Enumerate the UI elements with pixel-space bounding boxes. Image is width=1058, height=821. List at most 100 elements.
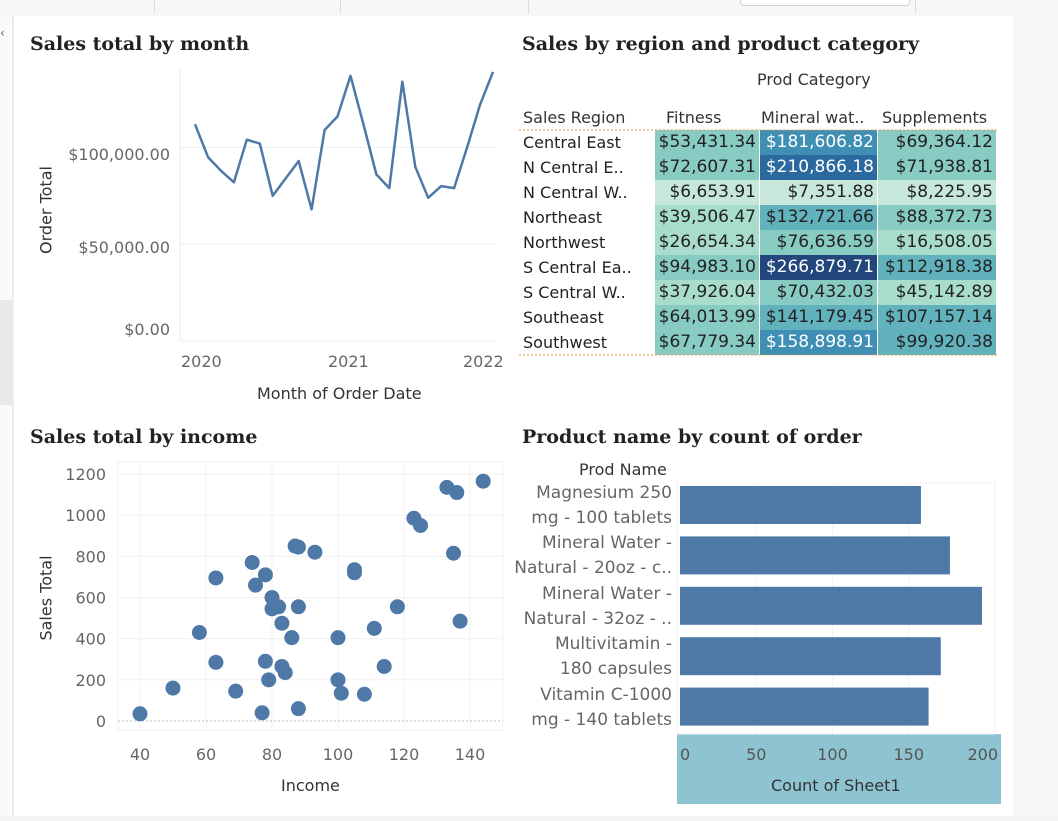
scatter-point [257,653,273,669]
table-row-header: Sales Region [523,108,626,127]
table-row-label: S Central Ea.. [523,258,632,277]
scatter-point [208,570,224,586]
scatter-point [271,599,287,615]
scatter-x-tick: 100 [323,745,354,764]
table-column-header: Mineral wat.. [761,108,865,127]
scatter-x-tick: 80 [262,745,282,764]
line-chart-y-tick: $0.00 [124,320,170,339]
scatter-y-tick: 0 [96,712,106,731]
bar [680,536,950,575]
bar-chart-row-header: Prod Name [579,460,667,479]
scatter-frame [117,461,504,731]
scatter-point [244,555,260,571]
table-row-label: Southeast [523,308,604,327]
table-cell: $181,606.82 [760,130,877,155]
scatter-point [165,680,181,696]
line-chart-y-tick: $50,000.00 [78,238,170,257]
toolbar-control[interactable] [740,0,910,6]
table-row-label: S Central W.. [523,283,626,302]
table-row-label: Northeast [523,208,603,227]
back-arrow-icon[interactable]: ‹ [0,26,5,40]
scatter-point [330,672,346,688]
table-cell: $69,364.12 [878,130,996,155]
scatter-y-tick: 400 [75,630,106,649]
table-cell: $45,142.89 [878,280,996,305]
line-chart-x-axis-title: Month of Order Date [257,384,422,403]
scatter-point [347,565,362,581]
scatter-point [248,577,263,593]
bar-chart-x-tick: 200 [967,745,998,764]
scatter-point [307,544,323,560]
scatter-point [208,654,224,670]
table-row-label: Northwest [523,233,606,252]
scatter-point [449,485,465,501]
scatter-point [261,672,277,688]
table-cell: $158,898.91 [760,330,877,355]
table-row-label: N Central W.. [523,183,628,202]
right-side-panel [1013,16,1058,816]
bar-category-label: Magnesium 250 [536,483,672,503]
left-side-panel [0,16,13,816]
line-chart-x-tick: 2021 [328,352,369,371]
scatter-point [290,701,306,717]
table-cell: $76,636.59 [760,230,877,255]
table-cell: $72,607.31 [655,155,759,180]
scatter-x-axis-title: Income [281,776,340,795]
scatter-point [191,624,207,640]
bar-chart-x-tick: 100 [817,745,848,764]
table-cell: $67,779.34 [655,330,759,355]
table-cell: $16,508.05 [878,230,996,255]
bar-chart-x-axis-title: Count of Sheet1 [771,776,901,795]
scatter-x-tick: 140 [455,745,486,764]
scatter-y-tick: 1200 [65,465,106,484]
table-cell: $112,918.38 [878,255,996,280]
bar-chart-x-tick: 50 [746,745,766,764]
scatter-point [284,630,300,646]
table-cell: $26,654.34 [655,230,759,255]
table-cell: $210,866.18 [760,155,877,180]
line-chart-x-tick: 2022 [463,352,504,371]
scatter-point [446,545,461,561]
scatter-y-tick: 1000 [65,506,106,525]
bar-category-label: Vitamin C-1000 [540,684,672,705]
scatter-point [257,567,273,583]
bar-chart-x-tick: 150 [893,745,924,764]
bar [680,687,929,726]
side-panel-segment[interactable] [0,300,12,405]
table-title: Sales by region and product category [522,33,920,55]
scatter-title: Sales total by income [30,426,258,448]
line-chart-series-line [193,71,495,211]
scatter-point [452,613,468,629]
table-cell: $71,938.81 [878,155,996,180]
line-chart-x-tick: 2020 [181,352,222,371]
scatter-point [290,539,306,555]
scatter-point [333,685,349,701]
scatter-point [475,473,491,489]
bar [680,637,941,676]
scatter-point [376,658,392,674]
toolbar-divider [154,0,155,14]
table-row-label: N Central E.. [523,158,624,177]
bar-chart-title: Product name by count of order [522,426,862,448]
table-cell: $6,653.91 [655,180,759,205]
table-cell: $88,372.73 [878,205,996,230]
bar-category-label: mg - 100 tablets [531,508,672,528]
bar-chart-axis-band [677,734,1001,804]
table-cell: $132,721.66 [760,205,877,230]
table-cell: $39,506.47 [655,205,759,230]
toolbar-divider [340,0,341,14]
table-cell: $94,983.10 [655,255,759,280]
scatter-x-tick: 120 [389,745,420,764]
scatter-y-tick: 200 [75,671,106,690]
bar [680,486,921,524]
scatter-point [389,599,405,615]
scatter-point [277,665,293,681]
scatter-point [290,599,306,615]
scatter-point [274,615,290,631]
bar-category-label: Mineral Water - [542,583,672,604]
bar-category-label: 180 capsules [559,659,672,680]
scatter-y-tick: 600 [75,589,106,608]
